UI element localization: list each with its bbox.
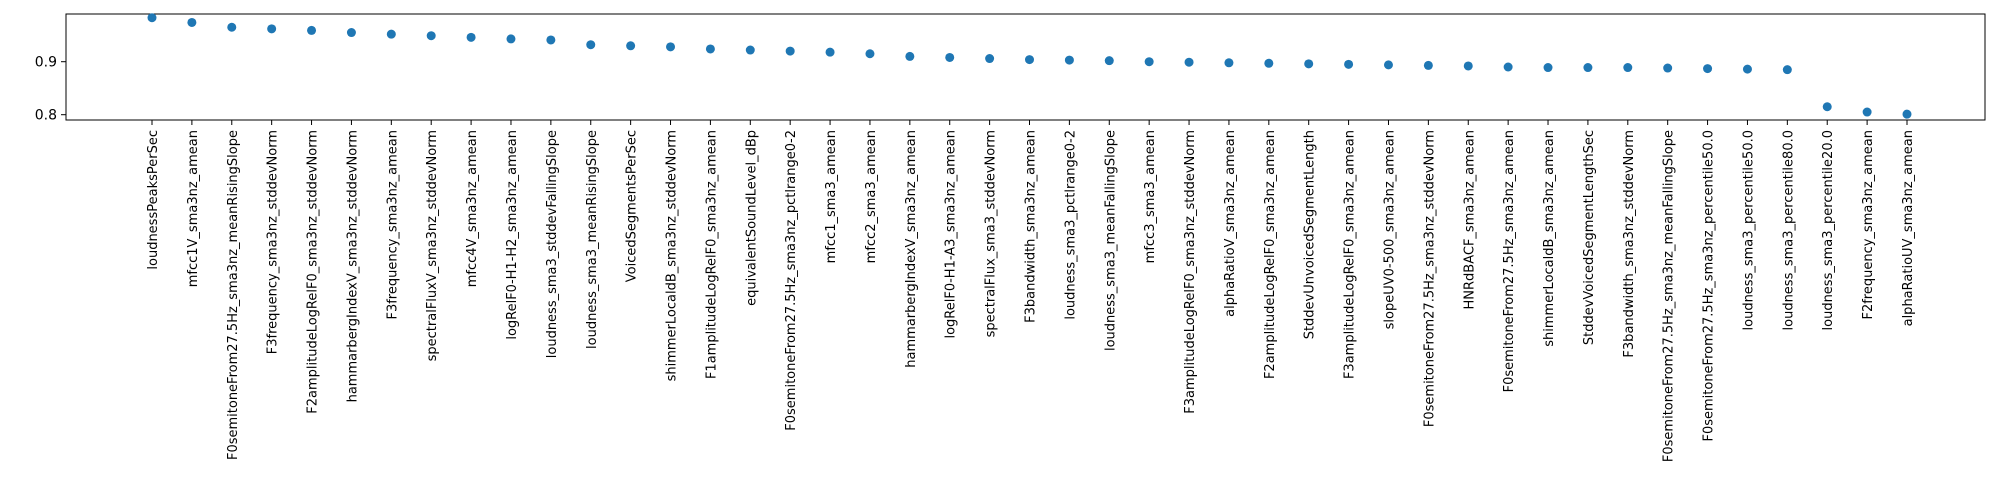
data-point: [1025, 55, 1034, 65]
x-tick-label: hammarbergIndexV_sma3nz_amean: [904, 130, 919, 368]
x-tick-label: logRelF0-H1-A3_sma3nz_amean: [944, 130, 959, 339]
plot-frame: [65, 13, 1986, 121]
x-tick-label: StddevVoicedSegmentLengthSec: [1582, 130, 1597, 345]
x-tick-label: loudness_sma3_percentile80.0: [1781, 130, 1796, 330]
data-point: [666, 42, 676, 52]
y-tick-label: 0.8: [35, 108, 57, 124]
data-point: [1423, 60, 1433, 70]
x-tick-label: spectralFlux_sma3_stddevNorm: [984, 130, 999, 337]
data-point: [1184, 57, 1194, 67]
data-point: [466, 32, 476, 42]
x-tick-label: F3amplitudeLogRelF0_sma3nz_stddevNorm: [1183, 130, 1198, 414]
x-tick-label: loudness_sma3_meanRisingSlope: [585, 130, 600, 349]
x-tick-label: VoicedSegmentsPerSec: [625, 130, 640, 282]
x-tick-label: mfcc4V_sma3nz_amean: [465, 130, 480, 287]
data-point: [187, 17, 197, 27]
data-point: [386, 29, 396, 39]
x-tick-label: alphaRatioV_sma3nz_amean: [1223, 130, 1238, 317]
x-tick-label: loudness_sma3_stddevFallingSlope: [545, 130, 560, 358]
x-tick-label: mfcc1V_sma3nz_amean: [186, 130, 201, 287]
data-point: [745, 45, 755, 55]
y-tick-label: 0.9: [35, 55, 57, 71]
data-point: [1264, 58, 1274, 68]
x-tick-label: F2amplitudeLogRelF0_sma3nz_amean: [1263, 130, 1278, 379]
x-tick-label: loudness_sma3_meanFallingSlope: [1103, 130, 1118, 351]
x-tick-label: slopeUV0-500_sma3nz_amean: [1382, 130, 1397, 329]
data-point: [307, 25, 317, 35]
x-tick-label: mfcc1_sma3_amean: [824, 130, 839, 263]
data-point: [1663, 63, 1673, 73]
x-tick-label: loudness_sma3_pctlrange0-2: [1063, 130, 1078, 320]
x-tick-label: loudness_sma3_percentile20.0: [1821, 130, 1836, 330]
x-tick-label: loudness_sma3_percentile50.0: [1741, 130, 1756, 330]
x-tick-label: F0semitoneFrom27.5Hz_sma3nz_amean: [1502, 130, 1517, 392]
y-axis: 0.8 0.9: [35, 55, 66, 124]
x-tick-label: F0semitoneFrom27.5Hz_sma3nz_pctlrange0-2: [784, 130, 799, 431]
x-tick-label: hammarbergIndexV_sma3nz_stddevNorm: [345, 130, 360, 402]
data-point: [147, 13, 157, 23]
x-tick-label: mfcc3_sma3_amean: [1143, 130, 1158, 263]
x-tick-label: F2frequency_sma3nz_amean: [1861, 130, 1876, 320]
data-point: [1503, 62, 1513, 72]
x-tick-label: F1amplitudeLogRelF0_sma3nz_amean: [704, 130, 719, 379]
x-tick-label: shimmerLocaldB_sma3nz_amean: [1542, 130, 1557, 347]
data-point: [1383, 60, 1393, 70]
data-point: [1224, 58, 1234, 68]
x-tick-label: F3frequency_sma3nz_amean: [385, 130, 400, 320]
x-tick-label: mfcc2_sma3_amean: [864, 130, 879, 263]
data-point: [1104, 56, 1114, 66]
data-point: [865, 49, 875, 59]
data-point: [1463, 61, 1473, 71]
data-point: [227, 22, 237, 32]
data-point: [785, 46, 795, 56]
data-point: [506, 34, 516, 44]
x-tick-label: F0semitoneFrom27.5Hz_sma3nz_meanRisingSl…: [226, 130, 241, 460]
x-tick-label: alphaRatioUV_sma3nz_amean: [1901, 130, 1916, 326]
data-point: [1782, 65, 1792, 75]
data-point: [1144, 57, 1154, 67]
data-point: [426, 31, 436, 41]
data-point: [586, 40, 596, 50]
data-point: [1583, 63, 1593, 73]
x-tick-label: StddevUnvoicedSegmentLength: [1303, 130, 1318, 339]
x-tick-label: loudnessPeaksPerSec: [146, 130, 161, 270]
data-point: [705, 44, 715, 54]
data-point: [1064, 55, 1074, 65]
data-point: [1862, 107, 1872, 117]
data-point: [626, 41, 636, 51]
data-point: [1344, 59, 1354, 69]
data-points: [147, 13, 1912, 119]
x-tick-label: F3bandwidth_sma3nz_amean: [1024, 130, 1039, 323]
data-point: [1543, 63, 1553, 73]
data-point: [905, 51, 915, 61]
x-tick-label: F3frequency_sma3nz_stddevNorm: [266, 130, 281, 354]
data-point: [1703, 64, 1713, 74]
data-point: [1902, 109, 1912, 119]
x-tick-label: F0semitoneFrom27.5Hz_sma3nz_stddevNorm: [1422, 130, 1437, 427]
data-point: [1742, 64, 1752, 74]
x-tick-label: F3amplitudeLogRelF0_sma3nz_amean: [1343, 130, 1358, 379]
x-tick-label: F3bandwidth_sma3nz_stddevNorm: [1622, 130, 1637, 358]
x-tick-label: F2amplitudeLogRelF0_sma3nz_stddevNorm: [306, 130, 321, 414]
data-point: [346, 28, 356, 38]
data-point: [546, 35, 556, 45]
data-point: [1822, 102, 1832, 112]
x-tick-label: F0semitoneFrom27.5Hz_sma3nz_meanFallingS…: [1662, 130, 1677, 462]
data-point: [1623, 63, 1633, 73]
x-tick-label: shimmerLocaldB_sma3nz_stddevNorm: [665, 130, 680, 381]
x-tick-label: HNRdBACF_sma3nz_amean: [1462, 130, 1477, 310]
data-point: [1304, 59, 1314, 69]
x-axis: loudnessPeaksPerSec mfcc1V_sma3nz_amean F0…: [146, 120, 1916, 462]
x-tick-label: F0semitoneFrom27.5Hz_sma3nz_percentile50…: [1702, 130, 1717, 442]
x-tick-label: logRelF0-H1-H2_sma3nz_amean: [505, 130, 520, 340]
data-point: [945, 52, 955, 62]
data-point: [825, 47, 835, 57]
x-tick-label: equivalentSoundLevel_dBp: [744, 130, 759, 306]
x-tick-label: spectralFluxV_sma3nz_stddevNorm: [425, 130, 440, 361]
data-point: [985, 54, 995, 64]
data-point: [267, 24, 277, 34]
